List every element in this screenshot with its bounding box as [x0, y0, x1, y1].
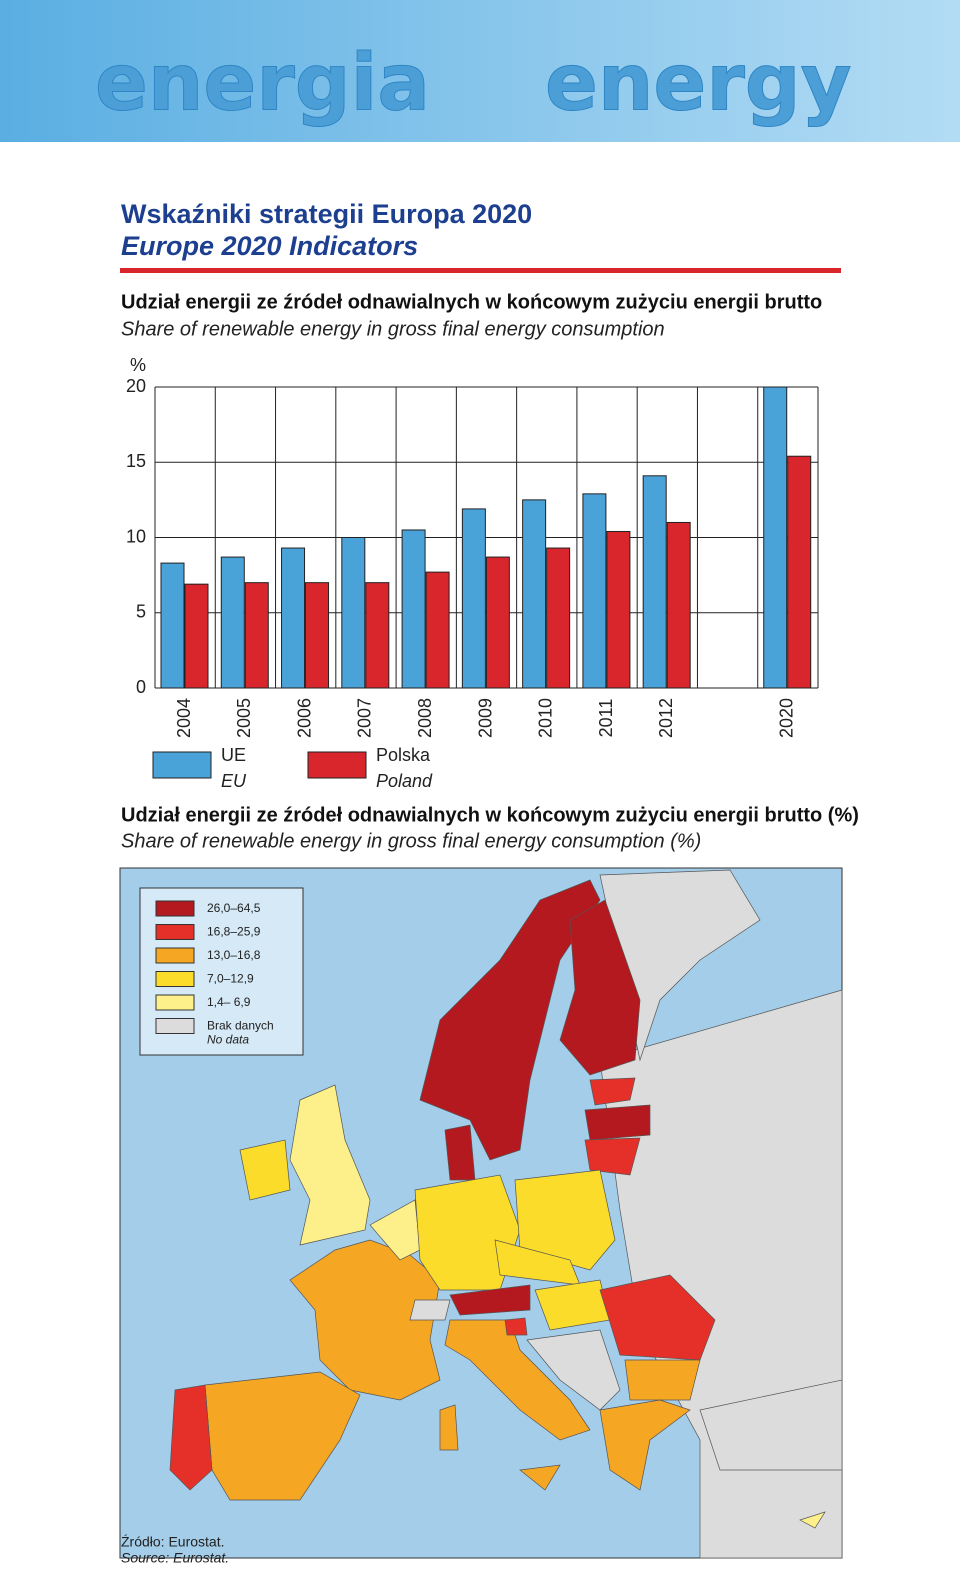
- bar-chart: 0 5 10 15 20 2004 2005 2006 2007 2008 2009 2010 2011…: [126, 376, 819, 791]
- bar: [787, 455, 812, 689]
- region: [699, 1379, 843, 1471]
- bar: [485, 556, 510, 689]
- region: [439, 1404, 459, 1451]
- legend-label: Polska: [376, 745, 431, 765]
- map-subtitle: Share of renewable energy in gross final…: [121, 830, 701, 852]
- legend-swatch: [155, 994, 195, 1011]
- x-tick-label: 2011: [596, 699, 616, 738]
- legend-swatch: [155, 924, 195, 940]
- map-legend-items: 26,0–64,5 16,8–25,9 13,0–16,8 7,0–12,9 1,4– …: [155, 900, 274, 1047]
- y-tick-label: 5: [136, 602, 146, 622]
- x-tick-label: 2004: [174, 698, 194, 738]
- rule: [120, 268, 841, 273]
- region: [599, 869, 761, 1062]
- region: [519, 1464, 561, 1491]
- bar: [582, 493, 607, 689]
- legend-label-en: EU: [221, 771, 247, 791]
- region: [599, 1274, 716, 1361]
- legend-swatch: [155, 947, 195, 964]
- banner-pl: energia: [95, 38, 430, 128]
- legend-swatch: [307, 751, 367, 779]
- legend-swatch: [155, 900, 195, 917]
- region: [239, 1139, 291, 1201]
- legend-label: Brak danych: [207, 1019, 274, 1033]
- region: [526, 1329, 621, 1411]
- legend-swatch: [152, 751, 212, 779]
- bar: [522, 499, 547, 689]
- region: [169, 1384, 213, 1491]
- x-tick-label: 2005: [234, 698, 254, 738]
- x-tick-label: 2009: [475, 698, 495, 738]
- region: [409, 1299, 451, 1321]
- y-unit: %: [130, 355, 146, 375]
- y-tick-label: 15: [126, 451, 146, 471]
- bar: [305, 582, 330, 689]
- region: [444, 1124, 476, 1181]
- legend-label-en: No data: [207, 1033, 249, 1047]
- map-title: Udział energii ze źródeł odnawialnych w …: [121, 804, 859, 826]
- region: [419, 879, 601, 1161]
- region: [514, 1169, 616, 1271]
- map: 26,0–64,5 16,8–25,9 13,0–16,8 7,0–12,9 1,4– …: [119, 867, 843, 1559]
- region: [289, 1084, 371, 1246]
- bar: [160, 562, 185, 689]
- region: [584, 1104, 651, 1141]
- bar: [341, 537, 366, 689]
- x-tick-label: 2007: [355, 698, 375, 738]
- legend-swatch: [155, 1018, 195, 1034]
- title-en: Europe 2020 Indicators: [121, 231, 418, 261]
- legend-label: 16,8–25,9: [207, 925, 261, 939]
- bar: [666, 521, 691, 689]
- region: [584, 1137, 641, 1176]
- region: [449, 1284, 531, 1316]
- bar: [365, 582, 390, 689]
- region: [504, 1317, 528, 1336]
- y-tick-label: 0: [136, 677, 146, 697]
- region: [599, 1399, 691, 1491]
- bar: [763, 386, 788, 689]
- legend-label: 1,4– 6,9: [207, 995, 251, 1009]
- bar: [425, 571, 450, 689]
- x-tick-label: 2020: [777, 698, 797, 738]
- legend-label: 13,0–16,8: [207, 948, 261, 962]
- region: [624, 1359, 701, 1401]
- bar: [281, 547, 306, 689]
- bar: [461, 508, 486, 689]
- y-tick-label: 10: [126, 526, 146, 546]
- x-tick-label: 2006: [294, 698, 314, 738]
- region: [589, 1077, 636, 1106]
- region: [559, 899, 641, 1076]
- banner: [0, 0, 960, 142]
- legend-label-en: Poland: [376, 771, 433, 791]
- legend-label: 26,0–64,5: [207, 901, 261, 915]
- x-tick-label: 2008: [415, 698, 435, 738]
- source-en: Source: Eurostat.: [121, 1550, 229, 1566]
- bar: [642, 475, 667, 689]
- y-tick-label: 20: [126, 376, 146, 396]
- chart-subtitle: Share of renewable energy in gross final…: [121, 318, 665, 340]
- region: [204, 1371, 361, 1501]
- source-pl: Źródło: Eurostat.: [121, 1534, 225, 1550]
- x-tick-label: 2010: [536, 698, 556, 738]
- title-pl: Wskaźniki strategii Europa 2020: [121, 199, 532, 229]
- bar: [220, 556, 245, 689]
- bar: [184, 583, 209, 689]
- bar: [546, 547, 571, 689]
- bar: [401, 529, 426, 689]
- bar: [606, 530, 631, 689]
- chart-title: Udział energii ze źródeł odnawialnych w …: [121, 291, 822, 313]
- legend-label: UE: [221, 745, 246, 765]
- x-tick-label: 2012: [656, 698, 676, 738]
- region: [799, 1511, 826, 1529]
- banner-en: energy: [545, 38, 851, 128]
- legend-swatch: [155, 971, 195, 987]
- bar: [244, 582, 269, 689]
- legend-label: 7,0–12,9: [207, 972, 254, 986]
